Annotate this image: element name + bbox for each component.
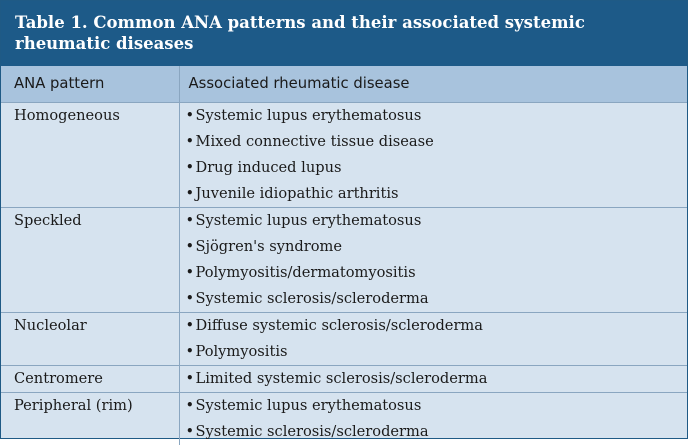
bullet-icon: • (185, 342, 195, 360)
disease-name: Polymyositis/dermatomyositis (195, 263, 416, 281)
disease-name: Systemic sclerosis/scleroderma (195, 422, 429, 440)
bullet-icon: • (185, 158, 195, 176)
disease-list-item: •Polymyositis (186, 339, 688, 365)
table-body: Homogeneous •Systemic lupus erythematosus… (1, 101, 688, 445)
pattern-cell: Nucleolar (1, 311, 179, 365)
pattern-cell: Speckled (1, 206, 179, 312)
disease-name: Systemic lupus erythematosus (195, 396, 422, 414)
bullet-icon: • (185, 289, 195, 307)
table-row: Homogeneous •Systemic lupus erythematosus… (1, 101, 688, 207)
bullet-icon: • (185, 106, 195, 124)
disease-cell: •Systemic lupus erythematosus •Mixed conn… (178, 101, 688, 207)
bullet-icon: • (185, 369, 195, 387)
ana-pattern-label: Homogeneous (14, 106, 120, 124)
bullet-icon: • (185, 237, 195, 255)
ana-pattern-label: Peripheral (rim) (14, 396, 133, 414)
disease-name: Systemic sclerosis/scleroderma (195, 289, 429, 307)
table-row: Centromere •Limited systemic sclerosis/sc… (1, 364, 688, 392)
header-associated-disease: Associated rheumatic disease (178, 66, 687, 103)
table-title-line-2: rheumatic diseases (15, 34, 194, 53)
pattern-cell: Centromere (1, 364, 179, 392)
table-row: Speckled •Systemic lupus erythematosus •Sj… (1, 206, 688, 312)
disease-cell: •Systemic lupus erythematosus •Systemic s… (178, 391, 688, 445)
disease-list-item: •Juvenile idiopathic arthritis (186, 181, 688, 207)
disease-cell: •Diffuse systemic sclerosis/scleroderma •… (178, 311, 688, 365)
table-title: Table 1. Common ANA patterns and their a… (1, 1, 687, 66)
disease-list-item: •Systemic sclerosis/scleroderma (186, 286, 688, 312)
disease-list-item: •Systemic lupus erythematosus (186, 103, 688, 129)
disease-list-item: •Limited systemic sclerosis/scleroderma (186, 366, 688, 392)
disease-list-item: •Systemic lupus erythematosus (186, 208, 688, 234)
disease-name: Limited systemic sclerosis/scleroderma (195, 369, 488, 387)
pattern-cell: Homogeneous (1, 101, 179, 207)
disease-list-item: •Sjögren's syndrome (186, 234, 688, 260)
pattern-cell: Peripheral (rim) (1, 391, 179, 445)
bullet-icon: • (185, 211, 195, 229)
bullet-icon: • (185, 132, 195, 150)
disease-cell: •Limited systemic sclerosis/scleroderma (178, 364, 688, 392)
disease-name: Systemic lupus erythematosus (195, 106, 422, 124)
disease-name: Mixed connective tissue disease (195, 132, 434, 150)
disease-list-item: •Drug induced lupus (186, 155, 688, 181)
disease-name: Sjögren's syndrome (195, 237, 343, 255)
disease-list-item: •Mixed connective tissue disease (186, 129, 688, 155)
table-title-line-1: Table 1. Common ANA patterns and their a… (15, 13, 585, 32)
table-row: Nucleolar •Diffuse systemic sclerosis/scl… (1, 311, 688, 365)
data-table: ANA pattern Associated rheumatic disease… (1, 66, 687, 445)
bullet-icon: • (185, 422, 195, 440)
bullet-icon: • (185, 396, 195, 414)
table-row: Peripheral (rim) •Systemic lupus erythema… (1, 391, 688, 445)
disease-name: Juvenile idiopathic arthritis (195, 184, 399, 202)
header-ana-pattern: ANA pattern (1, 66, 179, 103)
bullet-icon: • (185, 263, 195, 281)
header-row: ANA pattern Associated rheumatic disease (1, 66, 687, 103)
disease-name: Drug induced lupus (195, 158, 342, 176)
ana-pattern-label: Centromere (14, 369, 103, 387)
ana-pattern-label: Speckled (14, 211, 82, 229)
disease-name: Polymyositis (195, 342, 288, 360)
disease-list-item: •Polymyositis/dermatomyositis (186, 260, 688, 286)
bullet-icon: • (185, 316, 195, 334)
disease-list-item: •Systemic sclerosis/scleroderma (186, 419, 688, 445)
disease-list-item: •Diffuse systemic sclerosis/scleroderma (186, 313, 688, 339)
disease-list-item: •Systemic lupus erythematosus (186, 393, 688, 419)
bullet-icon: • (185, 184, 195, 202)
ana-pattern-label: Nucleolar (14, 316, 87, 334)
disease-name: Systemic lupus erythematosus (195, 211, 422, 229)
disease-name: Diffuse systemic sclerosis/scleroderma (195, 316, 483, 334)
disease-cell: •Systemic lupus erythematosus •Sjögren's … (178, 206, 688, 312)
